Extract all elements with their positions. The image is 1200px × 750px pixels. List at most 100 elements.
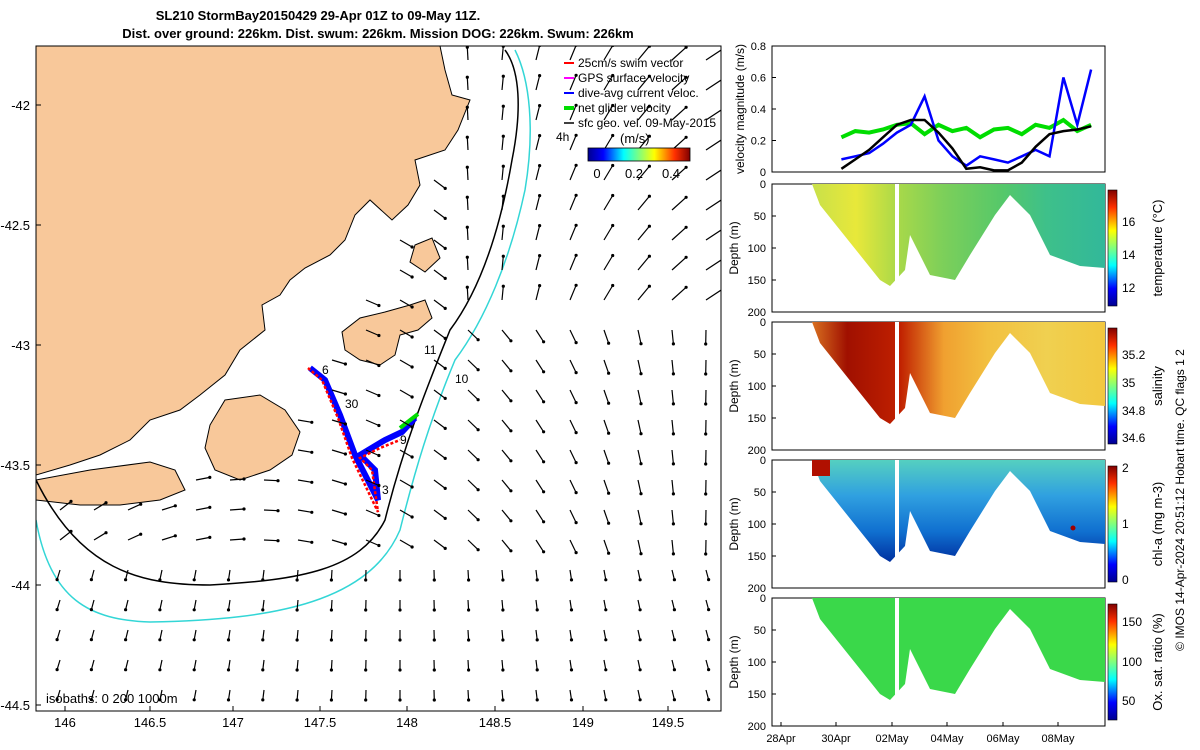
velocity-arrow [705,199,721,211]
velocity-arrow [501,166,504,181]
velocity-arrow-head [647,74,652,78]
velocity-arrow-head [276,479,280,483]
velocity-arrow-head [501,608,505,612]
velocity-arrow-head [647,104,652,108]
salinity-panel [771,321,1118,451]
depth-axis-label: Depth (m) [727,497,741,550]
velocity-arrow-head [173,534,177,538]
velocity-arrow [603,479,610,494]
velocity-arrow-head [607,461,611,465]
colorbar-title: (m/s) [620,131,650,146]
velocity-arrow-head [647,164,652,168]
map-frame [35,45,722,712]
velocity-series-line [840,117,1092,140]
colorbar-tick-label: 16 [1122,215,1136,229]
velocity-arrow-head [377,333,381,338]
velocity-arrow-head [398,698,402,702]
velocity-arrow [193,629,197,640]
map-x-tick-label: 147.5 [304,715,337,730]
velocity-arrow [501,196,504,211]
velocity-y-tick-label: 0.4 [751,104,766,116]
velocity-arrow-head [707,608,711,612]
velocity-arrow [603,285,614,301]
velocity-arrow-head [364,698,368,702]
velocity-arrow-head [465,105,469,109]
depth-tick-label: 50 [754,487,766,499]
velocity-arrow-head [467,698,471,702]
velocity-arrow [535,195,541,211]
tasmania-land [36,46,471,476]
velocity-arrow-head [377,483,381,488]
velocity-arrow [569,599,573,610]
track-label-6: 6 [322,363,329,377]
velocity-arrow-head [607,521,611,525]
salinity-gap [895,322,899,422]
velocity-y-tick-label: 0.6 [751,73,766,85]
velocity-arrow-head [574,253,578,257]
velocity-arrow-head [467,578,471,582]
velocity-arrow-head [638,638,642,642]
velocity-arrow [671,509,674,524]
velocity-arrow [535,539,545,553]
map-x-tick-label: 147 [222,715,244,730]
velocity-arrow-head [501,194,505,198]
oxygen-gap [895,598,899,698]
velocity-arrow-head [574,193,578,197]
velocity-arrow [330,569,333,581]
depth-tick-label: 150 [748,551,766,563]
velocity-arrow [535,419,545,433]
velocity-arrow-head [538,104,542,108]
velocity-arrow-head [329,698,333,702]
velocity-arrow-head [329,578,333,582]
velocity-arrow-head [242,477,246,481]
velocity-arrow-head [276,539,280,543]
velocity-arrow [637,509,642,524]
velocity-arrow-head [574,103,578,107]
velocity-arrow [93,532,107,541]
map-y-tick-label: -43 [11,338,30,353]
velocity-arrow-head [208,535,212,540]
velocity-arrow [227,569,231,580]
velocity-arrow [365,299,380,307]
track-label-10: 10 [455,372,469,386]
velocity-arrow [467,539,479,551]
date-tick-label: 30Apr [821,733,851,745]
velocity-arrow [262,569,265,580]
velocity-arrow [569,629,573,640]
velocity-arrow [637,569,641,580]
velocity-arrow [433,239,446,249]
velocity-arrow-head [538,284,542,288]
velocity-arrow [603,75,614,91]
velocity-arrow-head [501,224,505,228]
isobath-200m [36,49,519,586]
velocity-arrow-head [55,698,59,702]
velocity-arrow-head [501,668,505,672]
velocity-arrow-head [124,638,128,642]
velocity-arrow [59,500,72,511]
velocity-arrow-head [410,485,414,489]
velocity-arrow-head [501,104,505,108]
velocity-arrow [229,508,245,511]
velocity-arrow-head [574,551,578,555]
velocity-arrow [569,389,577,403]
velocity-arrow [467,689,470,701]
velocity-arrow [433,299,446,309]
depth-axis-label: Depth (m) [727,221,741,274]
velocity-arrow [331,419,346,425]
velocity-arrow [433,269,446,279]
velocity-arrow [603,46,614,61]
legend-4h-label: 4h [556,130,569,144]
velocity-arrow-head [261,578,265,582]
velocity-arrow [637,329,642,344]
velocity-arrow-head [432,698,436,702]
velocity-y-tick-label: 0.8 [751,41,766,53]
velocity-arrow-head [124,668,128,672]
velocity-arrow-head [173,504,177,508]
velocity-arrow-head [432,638,436,642]
velocity-arrow-head [310,510,314,514]
velocity-arrow-head [476,518,480,522]
velocity-arrow [195,476,210,481]
velocity-arrow [603,105,614,121]
velocity-arrow-head [192,608,196,612]
velocity-arrow [93,502,107,511]
